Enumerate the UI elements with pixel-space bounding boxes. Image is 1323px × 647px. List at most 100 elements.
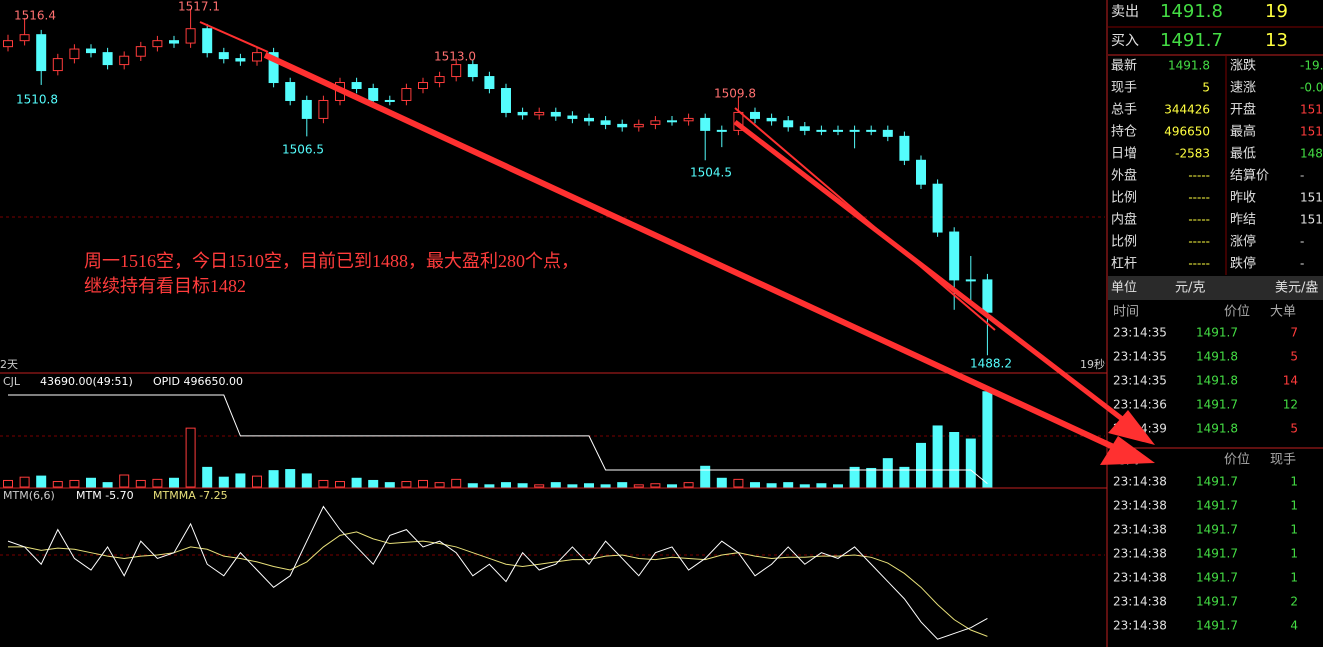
price-label: 1504.5 xyxy=(690,166,732,180)
volume-bar xyxy=(235,473,246,488)
table-cell: 4 xyxy=(1290,619,1298,633)
price-label: 1517.1 xyxy=(178,0,220,14)
stat-value: - xyxy=(1300,169,1304,183)
volume-bar xyxy=(484,484,495,488)
stat-value: -0.0 xyxy=(1300,81,1323,95)
stat-label: 速涨 xyxy=(1230,81,1256,96)
stat-value: 148 xyxy=(1300,147,1323,161)
candle-body xyxy=(119,55,130,66)
candle-body xyxy=(467,64,478,78)
candle-body xyxy=(949,231,960,281)
candle-body xyxy=(451,64,462,78)
volume-bar xyxy=(534,484,545,488)
candle-body xyxy=(202,28,213,54)
candle-body xyxy=(683,117,694,122)
candle-body xyxy=(36,34,47,72)
candle-body xyxy=(86,48,96,54)
quote-qty: 19 xyxy=(1265,1,1288,22)
candle-body xyxy=(965,279,976,282)
candle-body xyxy=(268,52,279,84)
candle-body xyxy=(916,159,926,185)
table-cell: 1491.8 xyxy=(1196,350,1238,364)
table-cell: 23:14:38 xyxy=(1113,619,1167,633)
table-cell: 23:14:38 xyxy=(1113,547,1167,561)
table-cell: 23:14:36 xyxy=(1113,398,1167,412)
volume-bar xyxy=(882,458,893,488)
candle-body xyxy=(368,88,379,101)
stat-value: 5 xyxy=(1202,81,1210,95)
unit-option[interactable]: 美元/盎 xyxy=(1275,281,1318,296)
stat-value: 151. xyxy=(1300,191,1323,205)
stat-label: 昨收 xyxy=(1230,191,1256,206)
table-cell: 23:14:38 xyxy=(1113,595,1167,609)
candle-body xyxy=(418,82,428,90)
candle-body xyxy=(700,117,711,131)
volume-bar xyxy=(252,475,262,488)
indicator-header: CJL xyxy=(3,375,21,388)
volume-bar xyxy=(833,484,843,488)
volume-bar xyxy=(169,477,179,488)
volume-bar xyxy=(3,479,13,488)
table-cell: 1491.7 xyxy=(1196,619,1238,633)
volume-bar xyxy=(102,482,113,488)
candle-body xyxy=(600,120,611,125)
stat-label: 内盘 xyxy=(1111,212,1137,228)
quote-label: 卖出 xyxy=(1111,4,1139,20)
stat-value: 1491.8 xyxy=(1168,59,1210,73)
volume-bar xyxy=(384,482,395,488)
candle-body xyxy=(816,129,827,132)
volume-bar xyxy=(567,484,578,488)
volume-bar xyxy=(301,473,312,488)
volume-bar xyxy=(899,466,910,488)
stat-label: 涨跌 xyxy=(1230,58,1256,74)
table-cell: 1491.7 xyxy=(1196,499,1238,513)
indicator-header: MTM -5.70 xyxy=(76,489,134,502)
stat-label: 开盘 xyxy=(1230,102,1256,118)
quote-label: 买入 xyxy=(1111,33,1139,49)
volume-bar xyxy=(501,482,511,488)
table-cell: 2 xyxy=(1290,595,1298,609)
price-label: 1510.8 xyxy=(16,93,58,107)
candle-body xyxy=(185,28,196,44)
table-cell: 1491.7 xyxy=(1196,523,1238,537)
stat-value: ----- xyxy=(1188,235,1210,249)
volume-bar xyxy=(766,483,777,488)
quote-price: 1491.7 xyxy=(1160,30,1223,51)
stat-value: 344426 xyxy=(1164,103,1210,117)
candle-body xyxy=(335,82,345,101)
table-cell: 23:14:38 xyxy=(1113,571,1167,585)
table-cell: 7 xyxy=(1290,326,1298,340)
volume-bar xyxy=(467,483,478,488)
candle-body xyxy=(152,40,163,48)
candle-body xyxy=(384,99,395,102)
annotation: 周一1516空，今日1510空，目前已到1488，最大盈利280个点， xyxy=(84,251,579,271)
stat-value: - xyxy=(1300,257,1304,271)
stat-label: 持仓 xyxy=(1111,125,1137,140)
table-cell: 1 xyxy=(1290,547,1298,561)
stat-label: 跌停 xyxy=(1230,256,1256,272)
table-header: 价位 xyxy=(1224,453,1250,468)
stat-label: 最新 xyxy=(1111,58,1137,74)
stat-label: 最高 xyxy=(1230,124,1256,140)
candle-body xyxy=(135,46,146,57)
quote-qty: 13 xyxy=(1265,30,1288,51)
stat-label: 最低 xyxy=(1230,147,1256,162)
unit-option: 元/克 xyxy=(1175,281,1205,296)
candle-body xyxy=(982,279,993,313)
candle-body xyxy=(849,129,860,132)
stat-value: - xyxy=(1300,235,1304,249)
volume-bar xyxy=(650,483,661,488)
table-cell: 1491.7 xyxy=(1196,398,1238,412)
candle-body xyxy=(534,111,545,116)
candle-body xyxy=(633,123,644,128)
candle-body xyxy=(3,40,13,48)
corner-label: 19秒 xyxy=(1080,357,1105,371)
table-cell: 23:14:39 xyxy=(1113,422,1167,436)
table-cell: 1 xyxy=(1290,523,1298,537)
indicator-header: MTM(6,6) xyxy=(3,489,55,502)
candle-body xyxy=(733,111,744,131)
stat-value: -19.3/1.2 xyxy=(1300,59,1323,73)
candle-body xyxy=(252,52,262,62)
stat-value: 151 xyxy=(1300,125,1323,139)
